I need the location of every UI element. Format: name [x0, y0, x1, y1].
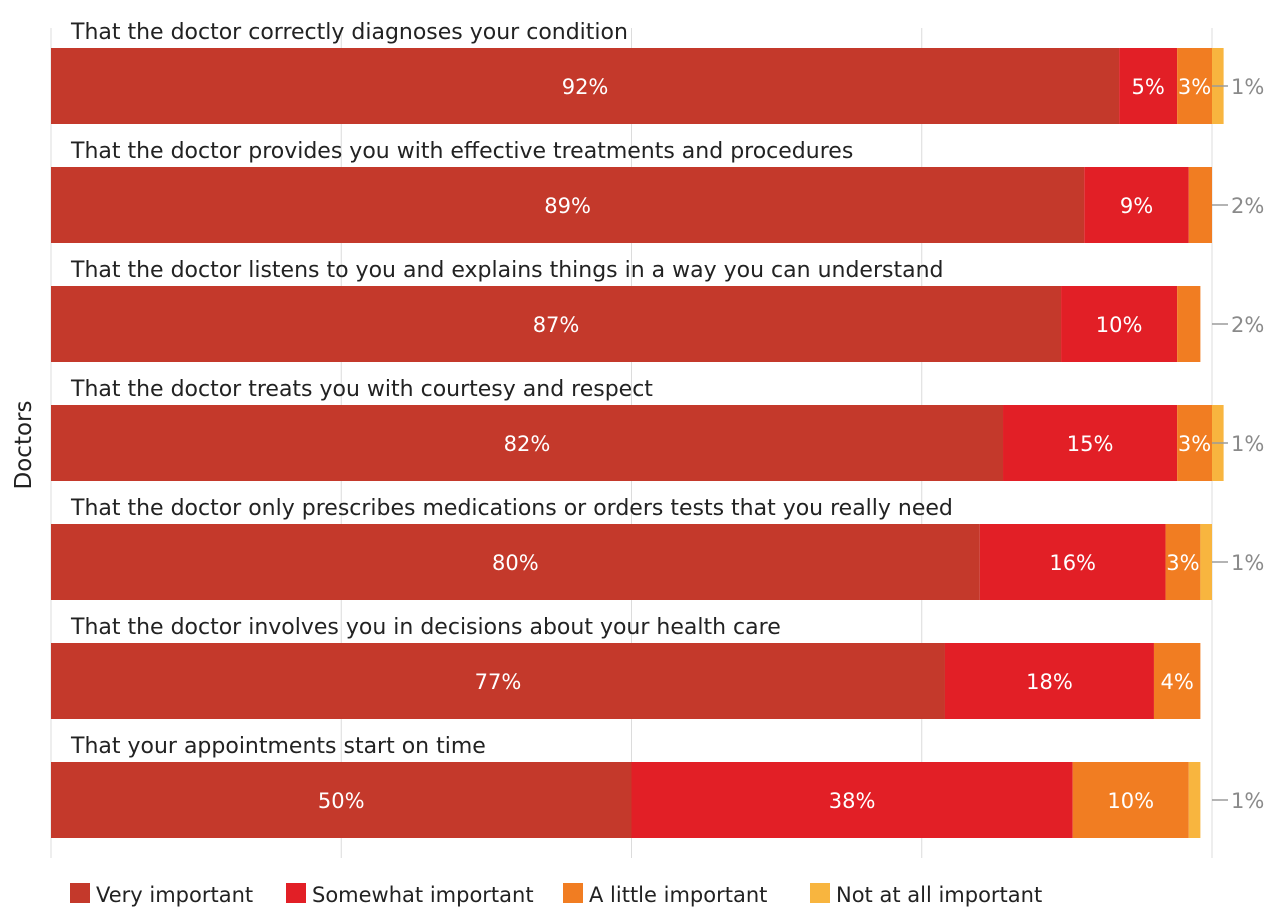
data-label: 3% [1178, 432, 1211, 456]
outside-data-label: 1% [1231, 432, 1264, 456]
legend: Very important Somewhat important A little… [70, 883, 1042, 907]
category-label: That the doctor treats you with courtesy… [70, 377, 653, 402]
outside-data-label: 1% [1231, 789, 1264, 813]
bars: That the doctor correctly diagnoses your… [51, 20, 1264, 838]
bar-segment [1061, 286, 1178, 362]
outside-data-label: 1% [1231, 75, 1264, 99]
category-label: That your appointments start on time [70, 734, 486, 759]
y-axis-title: Doctors [11, 401, 37, 490]
data-label: 3% [1166, 551, 1199, 575]
bar-segment [1072, 762, 1189, 838]
category-label: That the doctor correctly diagnoses your… [70, 20, 628, 45]
legend-label: Very important [96, 883, 253, 907]
outside-data-label: 2% [1231, 194, 1264, 218]
bar-segment [51, 762, 632, 838]
bar-segment [944, 643, 1154, 719]
bar-segment [1153, 643, 1201, 719]
data-label: 87% [533, 313, 580, 337]
data-label: 89% [544, 194, 591, 218]
data-label: 38% [829, 789, 876, 813]
legend-label: Somewhat important [312, 883, 534, 907]
category-label: That the doctor listens to you and expla… [70, 258, 943, 283]
legend-label: Not at all important [836, 883, 1042, 907]
bar-segment [1177, 286, 1201, 362]
data-label: 50% [318, 789, 365, 813]
bar-segment [631, 762, 1073, 838]
category-label: That the doctor involves you in decision… [70, 615, 781, 640]
outside-data-label: 1% [1231, 551, 1264, 575]
bar-segment [1119, 48, 1178, 124]
data-label: 80% [492, 551, 539, 575]
legend-swatch [286, 883, 306, 903]
bar-segment [51, 643, 945, 719]
data-label: 10% [1096, 313, 1143, 337]
data-label: 16% [1049, 551, 1096, 575]
bar-segment [1188, 762, 1201, 838]
legend-swatch [70, 883, 90, 903]
bar-segment [51, 167, 1085, 243]
category-label: That the doctor only prescribes medicati… [70, 496, 953, 521]
data-label: 3% [1178, 75, 1211, 99]
legend-swatch [810, 883, 830, 903]
bar-segment [51, 48, 1120, 124]
data-label: 4% [1161, 670, 1194, 694]
data-label: 10% [1107, 789, 1154, 813]
data-label: 9% [1120, 194, 1153, 218]
data-label: 77% [475, 670, 522, 694]
bar-segment [51, 405, 1004, 481]
bar-segment [1177, 48, 1212, 124]
legend-label: A little important [589, 883, 767, 907]
data-label: 15% [1067, 432, 1114, 456]
bar-segment [51, 524, 980, 600]
bar-segment [1188, 167, 1212, 243]
data-label: 92% [562, 75, 609, 99]
data-label: 5% [1131, 75, 1164, 99]
outside-data-label: 2% [1231, 313, 1264, 337]
bar-segment [1177, 405, 1212, 481]
bar-segment [1003, 405, 1178, 481]
bar-segment [979, 524, 1166, 600]
bar-segment [51, 286, 1062, 362]
legend-swatch [563, 883, 583, 903]
bar-segment [1165, 524, 1201, 600]
category-label: That the doctor provides you with effect… [70, 139, 853, 164]
data-label: 18% [1026, 670, 1073, 694]
bar-segment [1200, 524, 1212, 600]
data-label: 82% [504, 432, 551, 456]
bar-segment [1084, 167, 1189, 243]
